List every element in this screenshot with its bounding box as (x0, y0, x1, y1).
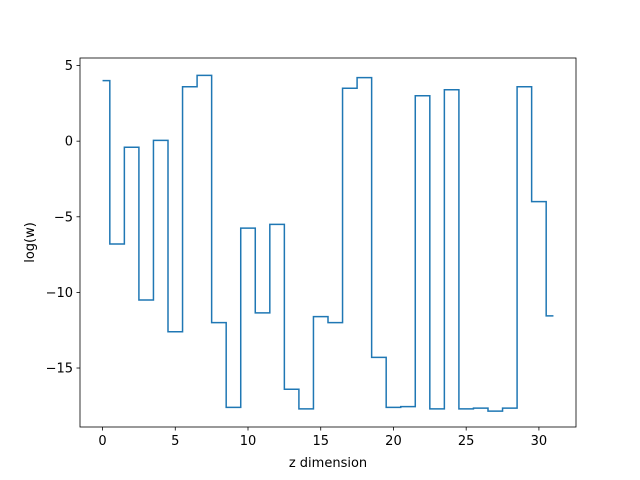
x-tick-label: 30 (531, 434, 548, 449)
y-tick-label: −5 (54, 210, 73, 225)
plot-area (80, 58, 576, 427)
y-tick-label: −10 (46, 286, 73, 301)
x-tick-label: 20 (385, 434, 402, 449)
x-axis-ticks: 0 5 10 15 20 25 30 (98, 427, 547, 449)
x-tick-label: 10 (240, 434, 257, 449)
x-tick-label: 15 (312, 434, 329, 449)
x-tick-label: 25 (458, 434, 475, 449)
y-axis-ticks: 5 0 −5 −10 −15 (46, 59, 80, 377)
y-tick-label: 5 (65, 59, 73, 74)
x-tick-label: 5 (171, 434, 179, 449)
series-line (102, 74, 554, 412)
plot-frame (79, 57, 577, 428)
x-tick-label: 0 (98, 434, 106, 449)
y-tick-label: 0 (65, 135, 73, 150)
y-tick-label: −15 (46, 362, 73, 377)
x-axis-label: z dimension (289, 456, 367, 471)
y-axis-label: log(w) (23, 222, 38, 263)
